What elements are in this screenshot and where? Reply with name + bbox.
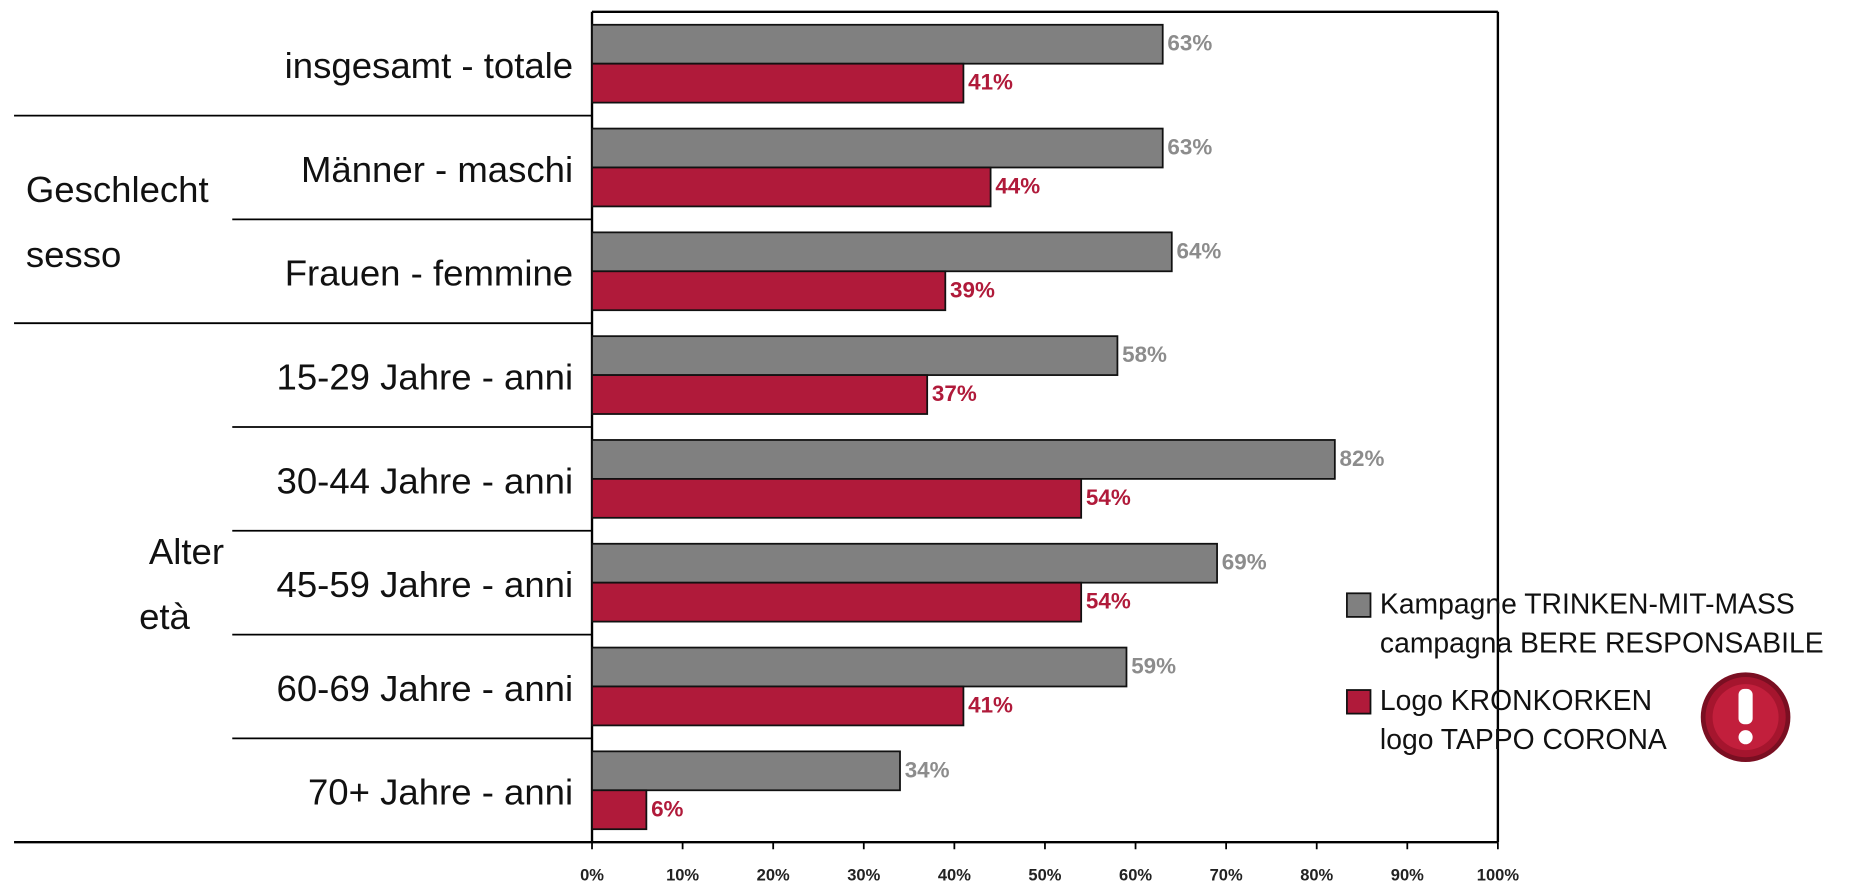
bar — [591, 581, 1083, 623]
bar — [591, 127, 1164, 169]
x-tick-label: 50% — [1028, 867, 1061, 885]
x-tick-label: 20% — [757, 867, 790, 885]
value-label: 58% — [1122, 342, 1167, 367]
value-label: 34% — [905, 757, 950, 782]
legend-swatch — [1346, 592, 1372, 618]
value-label: 44% — [995, 173, 1040, 198]
category-label: 45-59 Jahre - anni — [277, 564, 574, 605]
bar — [591, 166, 992, 208]
bar — [591, 62, 965, 104]
x-tick-label: 30% — [847, 867, 880, 885]
value-label: 41% — [968, 692, 1013, 717]
category-label: insgesamt - totale — [285, 45, 573, 86]
category-label: 15-29 Jahre - anni — [277, 356, 574, 397]
x-tick-label: 90% — [1391, 867, 1424, 885]
bar — [591, 750, 901, 792]
value-label: 59% — [1131, 654, 1176, 679]
group-label: Geschlecht — [26, 169, 209, 210]
value-label: 37% — [932, 381, 977, 406]
x-tick-label: 40% — [938, 867, 971, 885]
bar — [591, 646, 1128, 688]
category-label: 30-44 Jahre - anni — [277, 460, 574, 501]
value-label: 39% — [950, 277, 995, 302]
bar — [591, 542, 1218, 584]
group-label: sesso — [26, 234, 121, 275]
bar — [591, 270, 947, 312]
bar — [591, 23, 1164, 65]
x-tick-label: 80% — [1300, 867, 1333, 885]
x-tick-label: 60% — [1119, 867, 1152, 885]
value-label: 82% — [1340, 446, 1385, 471]
legend-label: Kampagne TRINKEN-MIT-MASS campagna BERE … — [1379, 588, 1824, 660]
legend-label: Logo KRONKORKEN logo TAPPO CORONA — [1379, 685, 1667, 757]
warning-icon — [1700, 672, 1791, 762]
group-label: Alter — [149, 531, 224, 572]
value-label: 69% — [1222, 550, 1267, 575]
bar — [591, 789, 648, 831]
bar — [591, 439, 1336, 480]
value-label: 54% — [1086, 589, 1131, 614]
value-label: 63% — [1167, 135, 1212, 160]
legend-entry: Kampagne TRINKEN-MIT-MASS campagna BERE … — [1379, 588, 1824, 660]
value-label: 64% — [1176, 238, 1221, 263]
legend-swatch — [1346, 689, 1372, 715]
value-label: 63% — [1167, 31, 1212, 56]
x-tick-label: 70% — [1210, 867, 1243, 885]
bar — [591, 478, 1083, 519]
bar — [591, 335, 1119, 376]
value-label: 6% — [651, 796, 683, 821]
bar — [591, 374, 929, 415]
category-label: 70+ Jahre - anni — [308, 772, 573, 813]
category-label: Frauen - femmine — [285, 253, 573, 294]
category-label: 60-69 Jahre - anni — [277, 668, 574, 709]
bar — [591, 685, 965, 727]
value-label: 41% — [968, 70, 1013, 95]
bar — [591, 231, 1173, 273]
legend-entry: Logo KRONKORKEN logo TAPPO CORONA — [1379, 685, 1667, 757]
x-tick-label: 10% — [666, 867, 699, 885]
x-tick-label: 0% — [580, 867, 604, 885]
group-label: età — [139, 596, 190, 637]
category-label: Männer - maschi — [301, 149, 573, 190]
x-tick-label: 100% — [1477, 867, 1520, 885]
value-label: 54% — [1086, 485, 1131, 510]
